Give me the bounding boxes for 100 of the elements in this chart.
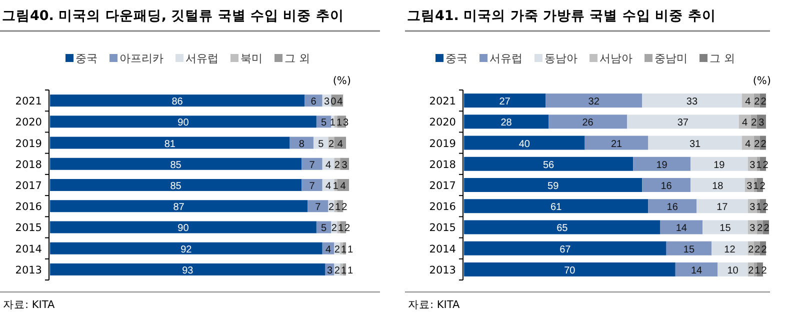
bar bbox=[302, 179, 322, 191]
data-label: 3 bbox=[750, 223, 756, 234]
data-label: 33 bbox=[686, 96, 698, 108]
data-label: 5 bbox=[321, 118, 328, 129]
bar bbox=[718, 262, 748, 276]
y-tick-label: 2021 bbox=[15, 96, 42, 108]
data-label: 92 bbox=[180, 244, 192, 256]
bar bbox=[464, 199, 648, 214]
y-tick-label: 2018 bbox=[429, 158, 456, 171]
data-label: 1 bbox=[338, 223, 344, 234]
legend-label: 아프리카 bbox=[120, 52, 164, 65]
bar bbox=[712, 241, 748, 256]
data-label: 15 bbox=[683, 244, 695, 256]
data-label: 67 bbox=[560, 244, 572, 256]
bar bbox=[464, 94, 546, 108]
bar bbox=[675, 262, 718, 276]
data-label: 1 bbox=[340, 244, 347, 256]
data-label: 2 bbox=[754, 244, 761, 256]
data-label: 1 bbox=[348, 244, 354, 256]
y-tick-label: 2014 bbox=[429, 243, 456, 256]
data-label: 2 bbox=[334, 265, 340, 276]
data-label: 3 bbox=[326, 265, 333, 276]
data-label: 27 bbox=[499, 96, 511, 108]
bar bbox=[690, 178, 745, 192]
data-label: 4 bbox=[745, 138, 752, 150]
data-label: 7 bbox=[315, 202, 322, 214]
data-label: 85 bbox=[170, 181, 182, 192]
data-label: 4 bbox=[340, 181, 346, 192]
data-label: 1 bbox=[756, 160, 762, 171]
bar bbox=[50, 94, 305, 107]
data-label: 7 bbox=[309, 181, 316, 192]
bar bbox=[50, 200, 308, 212]
y-tick-label: 2017 bbox=[15, 180, 42, 192]
data-label: 2 bbox=[328, 202, 334, 214]
bar bbox=[464, 220, 660, 234]
bar bbox=[50, 221, 316, 234]
data-label: 15 bbox=[720, 223, 732, 234]
legend-label: 동남아 bbox=[544, 52, 578, 65]
y-tick-label: 2013 bbox=[429, 264, 456, 276]
bar bbox=[50, 242, 322, 254]
bar bbox=[50, 116, 316, 128]
data-label: 4 bbox=[325, 244, 332, 256]
data-label: 12 bbox=[724, 244, 736, 256]
data-label: 2 bbox=[334, 244, 340, 256]
data-label: 1 bbox=[332, 181, 339, 192]
y-tick-label: 2014 bbox=[15, 243, 42, 256]
legend-label: 서유럽 bbox=[490, 52, 522, 65]
data-label: 93 bbox=[182, 265, 194, 276]
y-tick-label: 2020 bbox=[429, 116, 456, 129]
data-label: 16 bbox=[660, 181, 672, 192]
legend-label: 중국 bbox=[446, 52, 468, 65]
data-label: 2 bbox=[757, 223, 764, 234]
data-label: 87 bbox=[173, 202, 185, 214]
bar bbox=[464, 241, 666, 256]
bar bbox=[464, 156, 634, 171]
data-label: 16 bbox=[666, 202, 678, 214]
data-label: 6 bbox=[310, 96, 317, 108]
data-label: 10 bbox=[727, 265, 739, 276]
data-label: 4 bbox=[745, 96, 752, 108]
data-label: 3 bbox=[746, 181, 753, 192]
bar bbox=[50, 179, 302, 191]
bar bbox=[290, 136, 314, 149]
text: (%) bbox=[752, 75, 771, 87]
data-label: 4 bbox=[337, 138, 344, 150]
bar bbox=[340, 242, 344, 254]
bar bbox=[464, 114, 549, 129]
data-label: 4 bbox=[742, 118, 748, 129]
legend-label: 중국 bbox=[76, 52, 98, 65]
data-label: 7 bbox=[309, 160, 316, 171]
data-label: 3 bbox=[343, 118, 350, 129]
data-label: 14 bbox=[676, 223, 688, 234]
data-label: 2 bbox=[754, 96, 760, 108]
text: 자료: KITA bbox=[3, 299, 56, 311]
data-label: 26 bbox=[582, 118, 594, 129]
bar bbox=[334, 116, 338, 128]
y-tick-label: 2019 bbox=[15, 138, 42, 150]
bar bbox=[702, 220, 748, 234]
bar bbox=[464, 262, 676, 276]
y-tick-label: 2021 bbox=[429, 96, 456, 108]
bar bbox=[633, 156, 690, 171]
data-label: 2 bbox=[764, 223, 770, 234]
legend-label: 서유럽 bbox=[186, 52, 218, 65]
data-label: 2 bbox=[748, 244, 754, 256]
data-label: 70 bbox=[564, 265, 576, 276]
y-tick-label: 2013 bbox=[15, 264, 42, 276]
y-tick-label: 2017 bbox=[429, 180, 456, 192]
data-label: 59 bbox=[548, 181, 560, 192]
y-tick-label: 2016 bbox=[429, 201, 456, 214]
data-label: 86 bbox=[172, 96, 184, 108]
data-label: 1 bbox=[753, 181, 760, 192]
bar bbox=[304, 94, 322, 107]
data-label: 1 bbox=[754, 265, 761, 276]
data-label: 81 bbox=[164, 138, 176, 150]
data-label: 2 bbox=[342, 202, 348, 214]
bar bbox=[464, 136, 585, 150]
data-label: 2 bbox=[748, 265, 754, 276]
bar bbox=[584, 136, 648, 150]
data-label: 4 bbox=[325, 181, 332, 192]
y-tick-label: 2020 bbox=[15, 116, 42, 129]
legend-label: 중남미 bbox=[654, 52, 688, 65]
